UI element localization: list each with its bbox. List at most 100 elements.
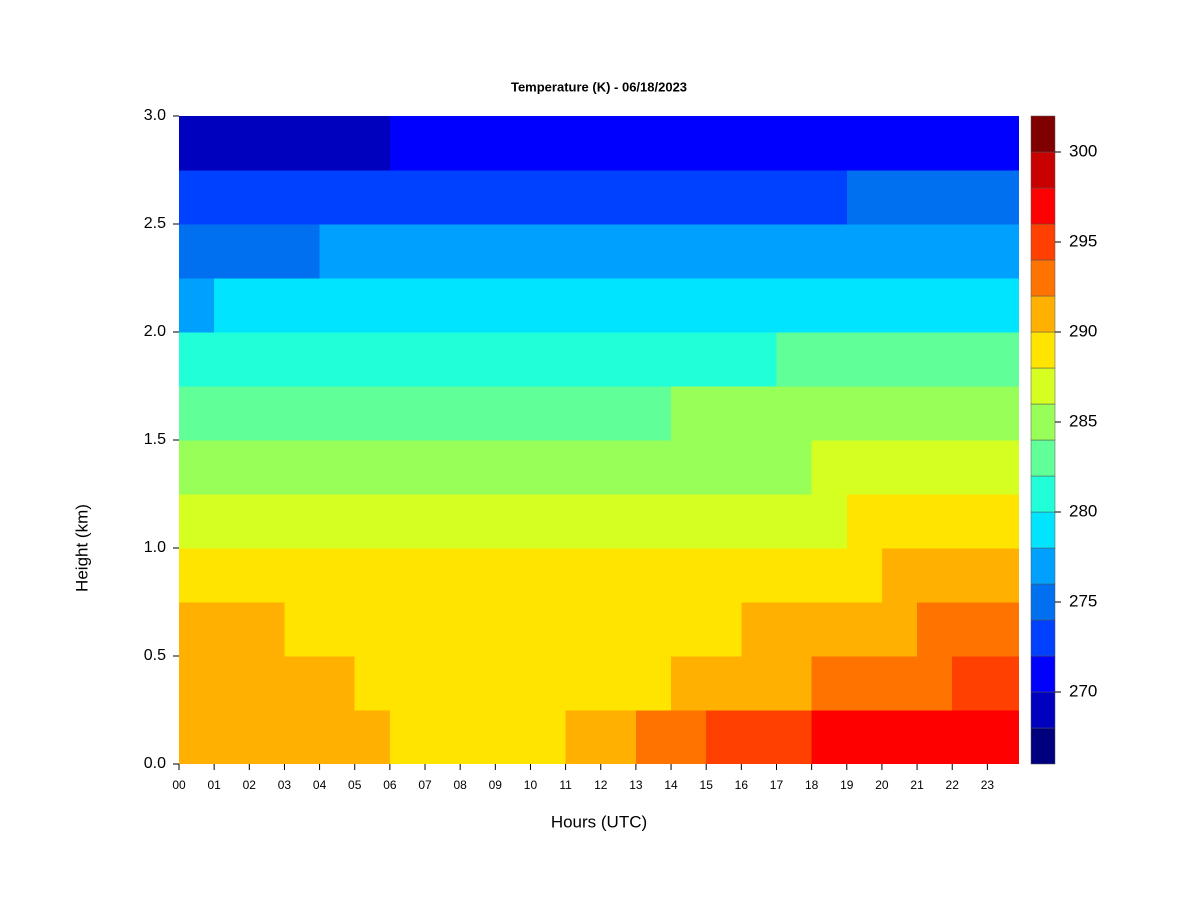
cell [917, 440, 953, 495]
x-tick-label: 07 [418, 778, 432, 792]
plot-area [179, 116, 1019, 764]
cell [600, 656, 637, 711]
y-tick-label: 2.0 [144, 323, 166, 340]
cell [530, 224, 567, 279]
colorbar-band [1030, 403, 1056, 441]
cell [987, 710, 1019, 764]
colorbar-band [1030, 727, 1056, 765]
cell [495, 656, 531, 711]
cell [635, 170, 672, 225]
cell [179, 386, 215, 441]
cell [671, 386, 707, 441]
cell [214, 332, 250, 387]
cell [249, 548, 285, 603]
y-tick-label: 1.5 [144, 431, 166, 448]
cell [565, 548, 602, 603]
colorbar-tick-label: 275 [1069, 591, 1097, 610]
cell [671, 440, 707, 495]
cell [776, 602, 813, 657]
cell [389, 548, 426, 603]
cell [214, 224, 250, 279]
cell [530, 602, 567, 657]
cell [811, 710, 848, 764]
cell [389, 332, 426, 387]
cell [249, 386, 285, 441]
x-tick-label: 19 [840, 778, 854, 792]
cell [671, 602, 707, 657]
cell [635, 440, 672, 495]
cell [179, 548, 215, 603]
cell [776, 116, 813, 171]
x-tick-label: 05 [348, 778, 362, 792]
cell [214, 494, 250, 549]
cell [671, 548, 707, 603]
cell [354, 224, 391, 279]
cell [460, 548, 496, 603]
x-tick-label: 01 [207, 778, 221, 792]
x-tick-label: 02 [243, 778, 257, 792]
cell [671, 710, 707, 764]
x-tick-label: 08 [453, 778, 467, 792]
cell [952, 602, 988, 657]
cell [179, 224, 215, 279]
cell [389, 656, 426, 711]
cell [495, 710, 531, 764]
cell [987, 440, 1019, 495]
cell [425, 602, 461, 657]
cell [917, 548, 953, 603]
cell [214, 656, 250, 711]
cell [917, 278, 953, 333]
cell [741, 170, 777, 225]
cell [354, 116, 391, 171]
cell [425, 386, 461, 441]
cell [565, 386, 602, 441]
cell [389, 170, 426, 225]
cell [495, 332, 531, 387]
cell [741, 224, 777, 279]
cell [179, 332, 215, 387]
cell [179, 494, 215, 549]
cell [846, 548, 883, 603]
cell [600, 440, 637, 495]
cell [741, 548, 777, 603]
cell [776, 224, 813, 279]
cell [635, 656, 672, 711]
cell [530, 116, 567, 171]
cell [987, 278, 1019, 333]
cell [741, 332, 777, 387]
cell [249, 116, 285, 171]
cell [635, 332, 672, 387]
cell [284, 602, 321, 657]
cell [706, 170, 742, 225]
cell [354, 440, 391, 495]
cell [952, 440, 988, 495]
cell [460, 170, 496, 225]
x-tick-label: 04 [313, 778, 327, 792]
cell [917, 116, 953, 171]
cell [354, 494, 391, 549]
cell [706, 548, 742, 603]
cell [530, 548, 567, 603]
cell [635, 224, 672, 279]
cell [952, 548, 988, 603]
cell [284, 440, 321, 495]
cell [319, 548, 356, 603]
cell [179, 710, 215, 764]
cell [249, 170, 285, 225]
cell [179, 440, 215, 495]
cell [319, 170, 356, 225]
cell [881, 224, 918, 279]
cell [635, 494, 672, 549]
cell [319, 332, 356, 387]
cell [389, 386, 426, 441]
cell [600, 278, 637, 333]
cell [354, 170, 391, 225]
cell [179, 116, 215, 171]
cell [671, 224, 707, 279]
cell [214, 440, 250, 495]
cell [354, 548, 391, 603]
cell [917, 710, 953, 764]
cell [706, 278, 742, 333]
cell [214, 602, 250, 657]
cell [846, 602, 883, 657]
